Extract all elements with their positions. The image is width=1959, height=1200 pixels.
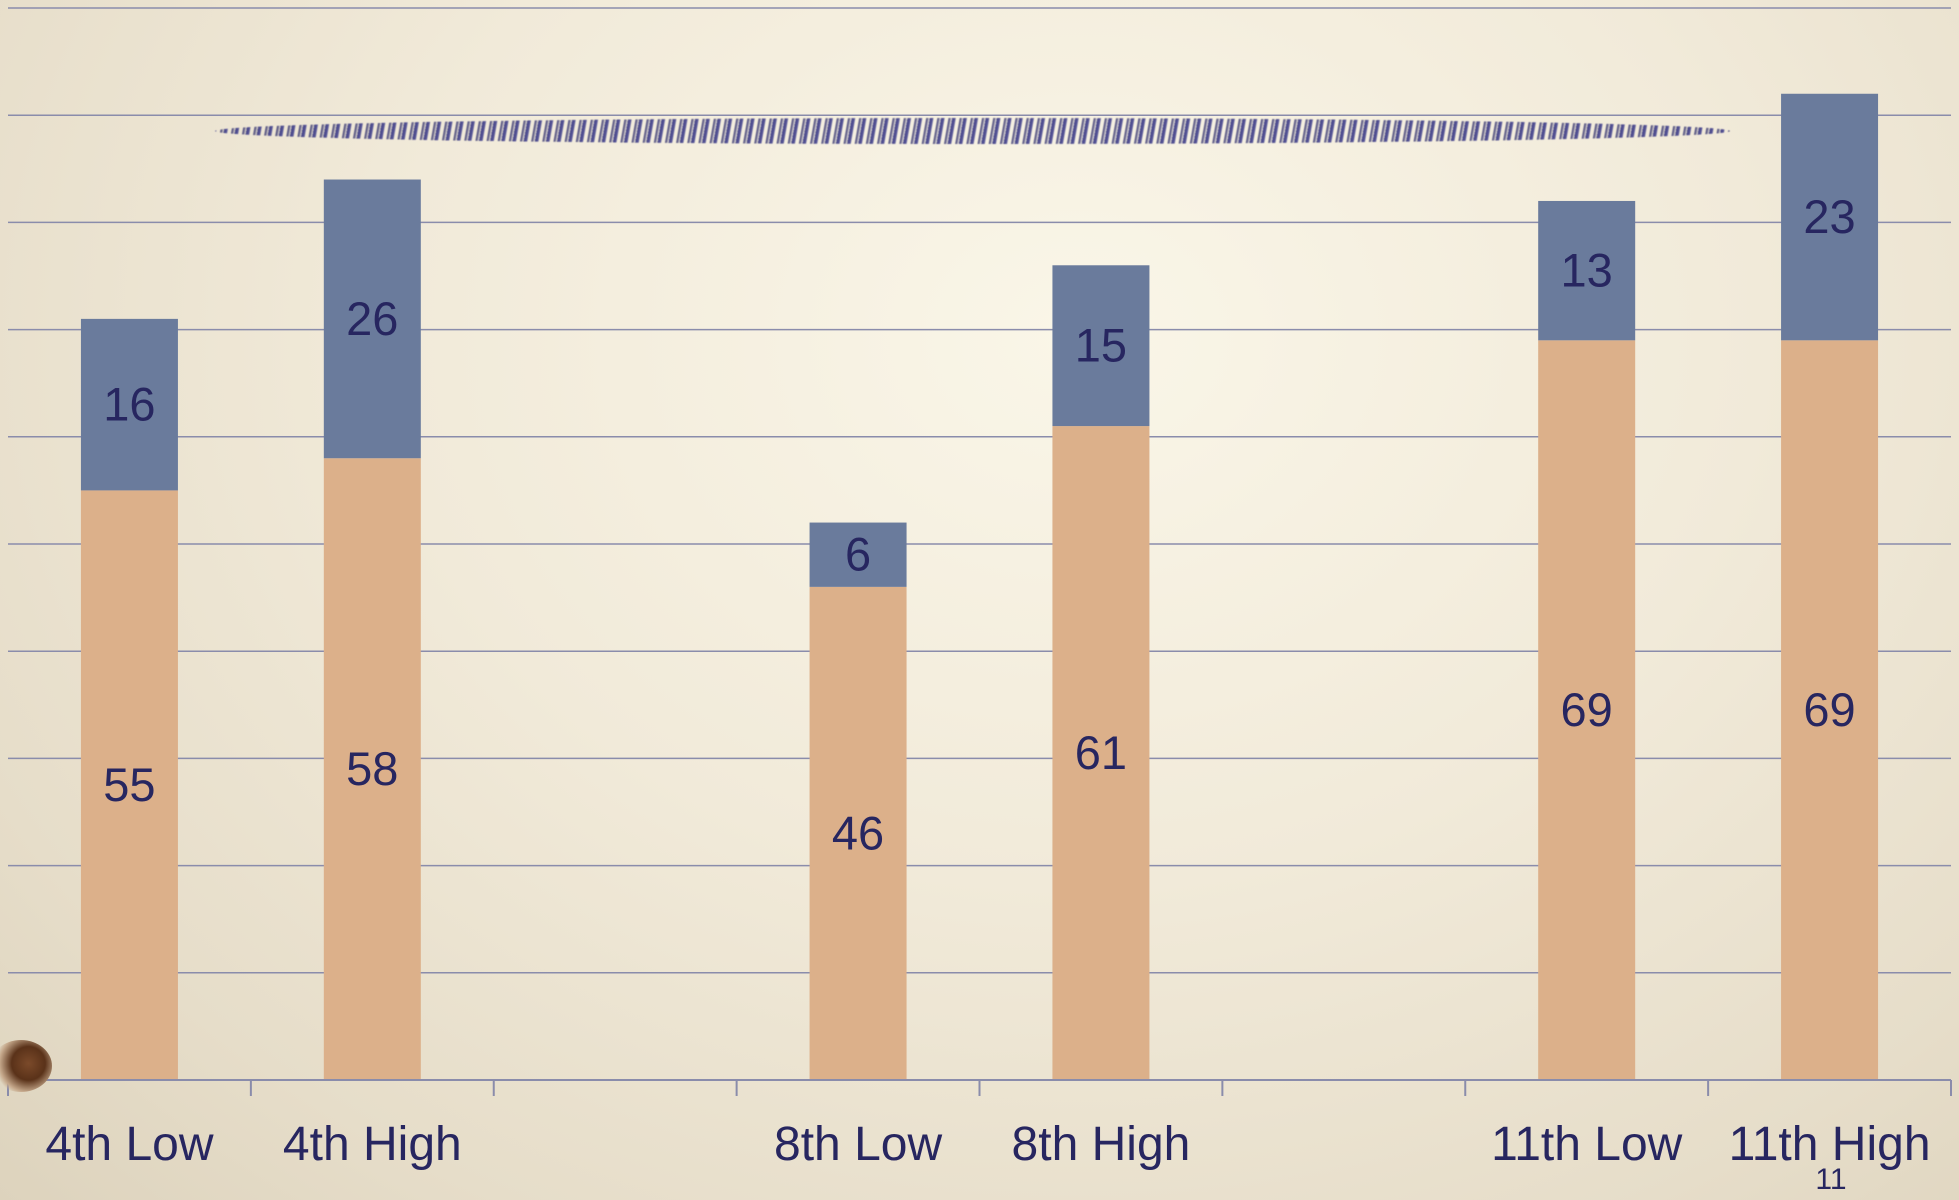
data-label: 58: [346, 742, 398, 795]
data-label: 69: [1561, 683, 1613, 736]
data-label: 46: [832, 806, 884, 859]
data-label: 61: [1075, 726, 1127, 779]
bar-segment: [323, 458, 421, 1080]
bar-segment: [80, 318, 178, 491]
x-tick-label: 4th Low: [45, 1118, 213, 1171]
data-label: 15: [1075, 319, 1127, 372]
x-tick-label: 11th Low: [1491, 1118, 1683, 1171]
bar-segment: [1538, 340, 1636, 1080]
bar-segment: [1781, 93, 1879, 341]
data-label: 16: [103, 378, 155, 431]
decorative-knob-icon: [0, 1040, 52, 1092]
bar-segment: [1052, 426, 1150, 1081]
page-number: 11: [1815, 1163, 1847, 1196]
x-tick-label: 8th High: [1012, 1118, 1191, 1171]
redacted-title-scribble: [215, 118, 1730, 144]
data-label: 26: [346, 292, 398, 345]
data-label: 55: [103, 758, 155, 811]
bar-segment: [809, 586, 907, 1080]
data-label: 6: [845, 528, 871, 581]
x-tick-label: 8th Low: [774, 1118, 942, 1171]
bar-segment: [80, 490, 178, 1080]
x-tick-label: 4th High: [283, 1118, 462, 1171]
bar-segment: [809, 522, 907, 587]
bar-segment: [1538, 200, 1636, 341]
bar-segment: [323, 179, 421, 459]
data-label: 23: [1803, 190, 1855, 243]
bar-segment: [1781, 340, 1879, 1080]
bar-segment: [1052, 265, 1150, 427]
data-label: 69: [1803, 683, 1855, 736]
x-tick-label: 11th High: [1729, 1118, 1931, 1171]
data-label: 13: [1561, 244, 1613, 297]
